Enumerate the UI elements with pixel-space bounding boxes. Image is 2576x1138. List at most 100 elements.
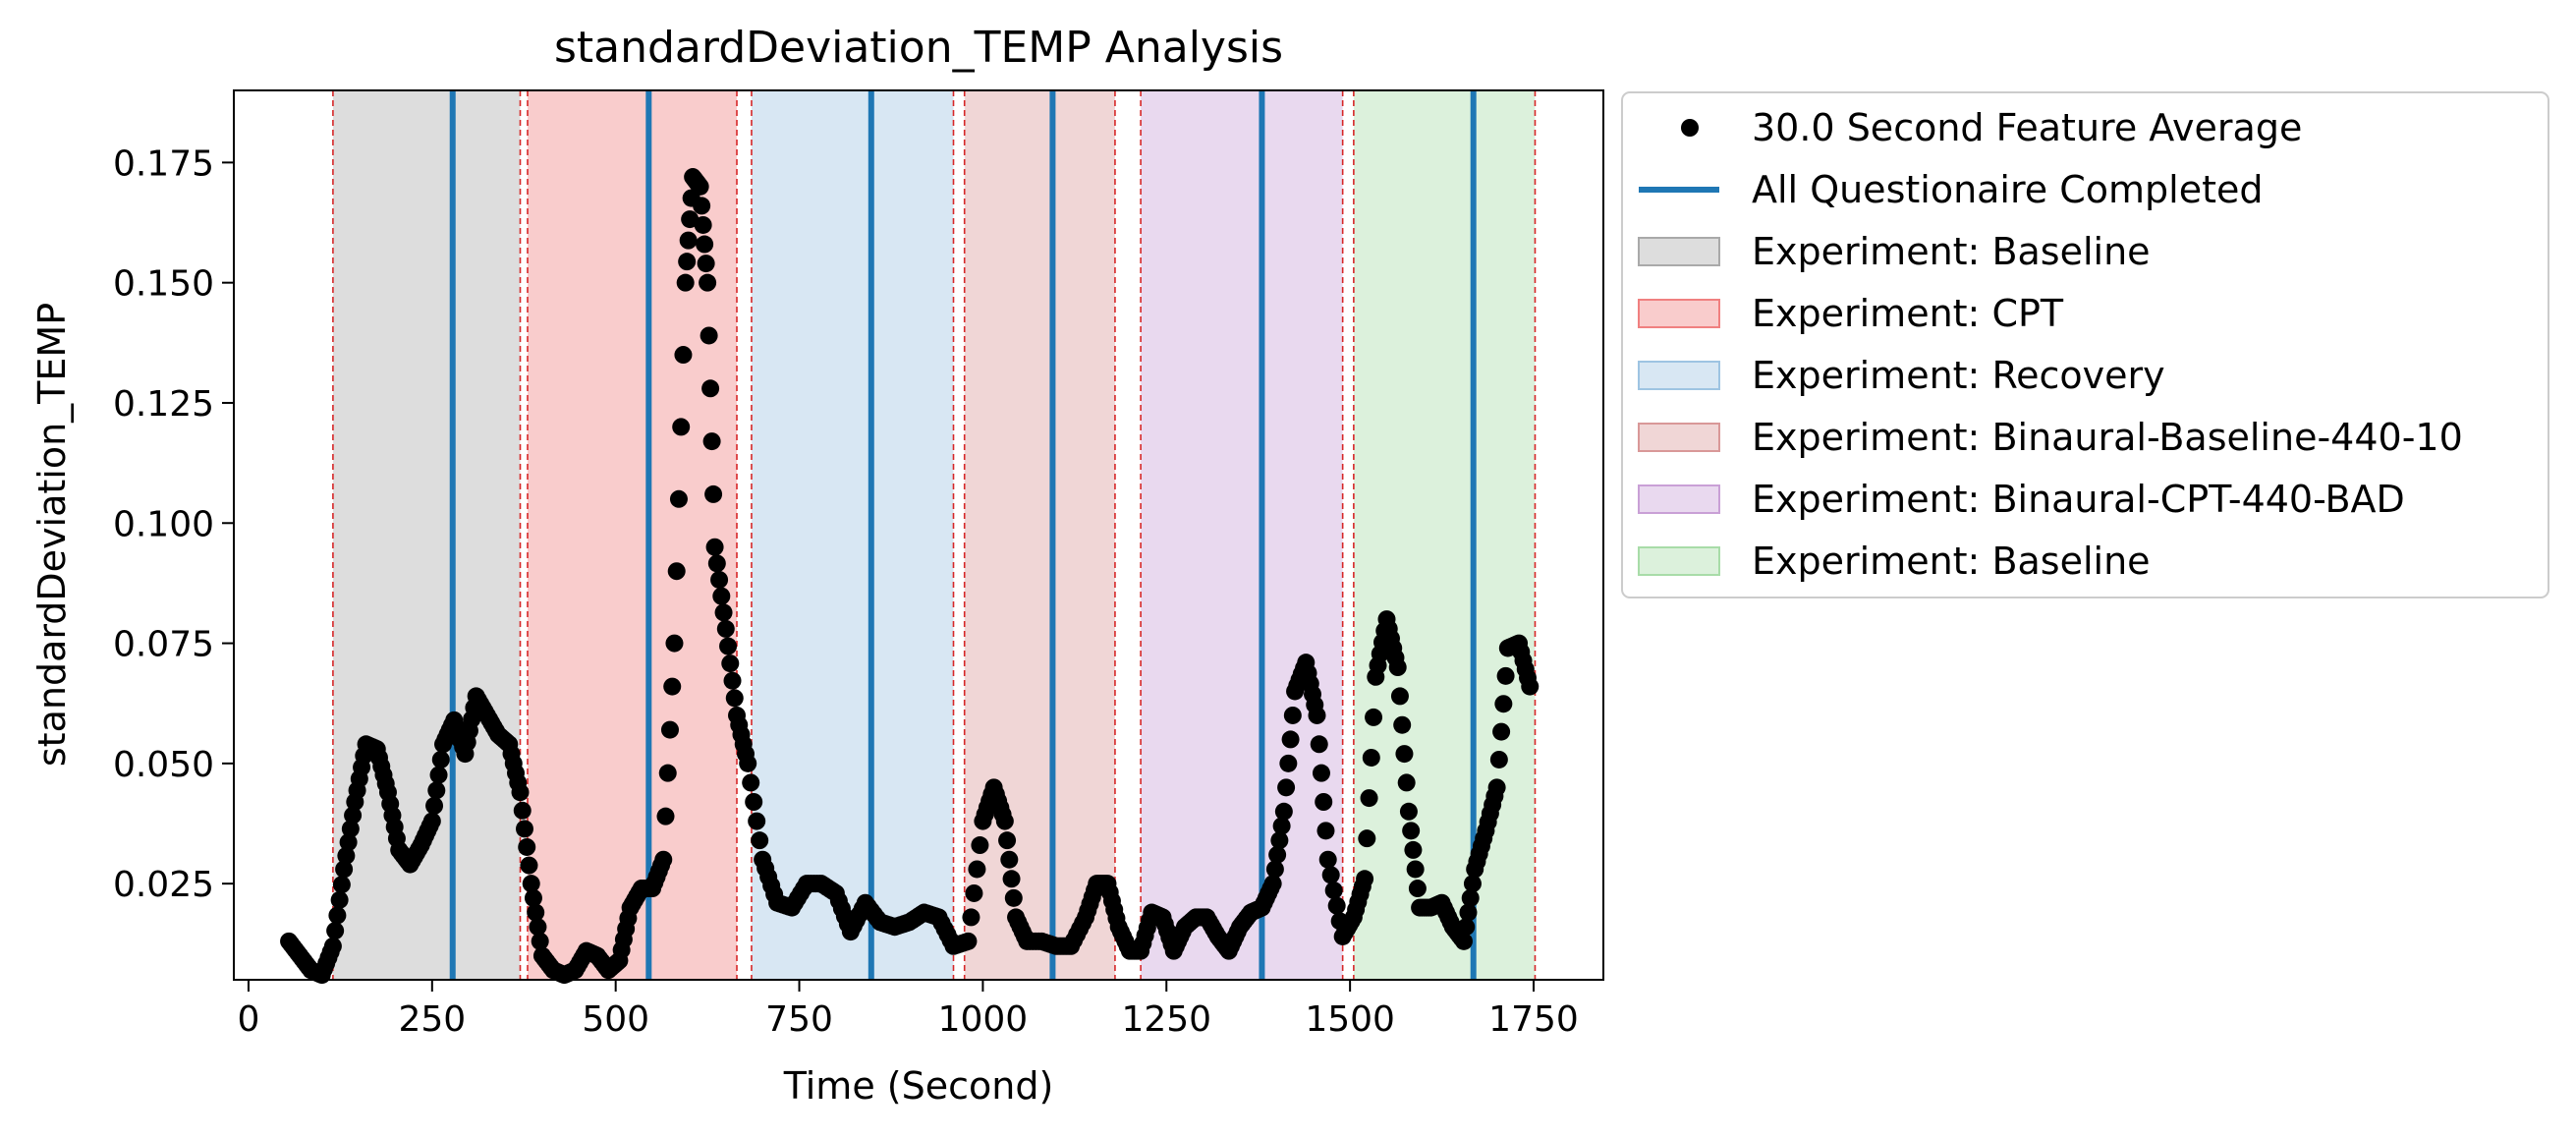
y-tick-label: 0.125 [113, 384, 214, 425]
data-point [669, 489, 688, 508]
x-tick-label: 250 [398, 999, 466, 1040]
x-axis-ticks: 0 250 500 750 1000 1250 1500 1750 [237, 980, 1579, 1040]
data-point [522, 875, 540, 893]
data-point [431, 750, 450, 768]
plot-frame [233, 89, 1604, 981]
legend-frame [1621, 91, 2549, 598]
x-tick-label: 1500 [1305, 999, 1395, 1040]
y-axis-ticks: 0.025 0.050 0.075 0.100 0.125 0.150 0.175 [113, 143, 234, 905]
data-point [696, 235, 714, 254]
data-point [710, 570, 729, 589]
data-point [1489, 750, 1508, 768]
data-point [326, 922, 345, 940]
legend-entry-label: All Questionaire Completed [1752, 168, 2264, 211]
data-point [742, 773, 760, 792]
data-point [1393, 715, 1412, 734]
data-point [700, 326, 718, 345]
data-point [714, 603, 733, 622]
data-point [529, 918, 547, 937]
data-point [1310, 735, 1328, 754]
data-point [1406, 860, 1425, 879]
legend-entry-label: Experiment: Binaural-CPT-440-BAD [1752, 478, 2405, 521]
legend-entry-label: Experiment: Recovery [1752, 354, 2165, 397]
data-point [520, 856, 538, 875]
data-point [654, 850, 673, 869]
data-point [1492, 722, 1511, 741]
data-point [719, 637, 738, 655]
data-point [527, 903, 545, 922]
y-tick-label: 0.075 [113, 625, 214, 665]
data-point [1308, 706, 1326, 724]
legend-entry-label: Experiment: Baseline [1752, 230, 2151, 273]
data-point [1360, 789, 1378, 808]
data-point [1281, 730, 1300, 749]
data-point [672, 418, 691, 436]
data-point [723, 671, 742, 690]
data-point [323, 937, 342, 955]
data-point [1315, 793, 1333, 811]
data-point [665, 634, 684, 653]
data-point [1457, 918, 1476, 937]
data-point [1454, 932, 1473, 950]
data-point [1356, 870, 1374, 888]
data-point [751, 831, 769, 850]
data-point [332, 876, 351, 894]
legend: 30.0 Second Feature Average All Questiona… [1621, 91, 2549, 598]
x-tick-label: 1000 [938, 999, 1029, 1040]
data-point [721, 654, 740, 673]
data-point [1004, 888, 1023, 907]
data-point [962, 908, 980, 927]
data-point [660, 720, 679, 739]
data-point [425, 796, 444, 815]
data-point [704, 484, 723, 503]
legend-patch-icon [1638, 546, 1720, 576]
data-point [1283, 706, 1302, 724]
y-tick-label: 0.050 [113, 745, 214, 785]
data-point [1324, 882, 1343, 900]
data-point [1000, 850, 1019, 869]
legend-marker-icon [1681, 119, 1699, 137]
data-point [716, 619, 735, 638]
data-point [1316, 822, 1335, 840]
data-point [1002, 870, 1021, 888]
x-tick-label: 0 [237, 999, 259, 1040]
data-point [679, 231, 698, 250]
data-point [1362, 748, 1380, 767]
data-point [1459, 903, 1478, 922]
data-point [511, 783, 530, 802]
data-point [968, 860, 986, 879]
data-point [745, 793, 763, 811]
data-point [705, 538, 724, 556]
data-point [1399, 802, 1418, 821]
data-point [1327, 896, 1346, 915]
y-tick-label: 0.150 [113, 264, 214, 305]
legend-entry-label: Experiment: CPT [1752, 292, 2064, 335]
data-point [1390, 687, 1409, 706]
data-point [524, 888, 542, 907]
data-point [513, 801, 532, 820]
data-point [341, 820, 360, 838]
experiment-span [1353, 90, 1536, 980]
data-point [995, 812, 1014, 830]
data-point [1402, 822, 1421, 840]
x-tick-label: 750 [765, 999, 833, 1040]
x-tick-label: 1750 [1488, 999, 1579, 1040]
data-point [697, 255, 715, 273]
chart-title: standardDeviation_TEMP Analysis [554, 23, 1283, 73]
data-point [699, 273, 717, 292]
y-tick-label: 0.025 [113, 865, 214, 905]
data-point [422, 812, 441, 830]
legend-patch-icon [1638, 237, 1720, 266]
x-tick-label: 1250 [1121, 999, 1211, 1040]
legend-entry-label: Experiment: Baseline [1752, 540, 2151, 583]
data-point [344, 806, 363, 825]
data-point [1388, 658, 1407, 677]
data-point [1408, 880, 1427, 898]
y-tick-label: 0.175 [113, 143, 214, 184]
data-point [335, 860, 354, 879]
data-point [429, 766, 448, 784]
data-point [694, 215, 712, 234]
data-point [1521, 677, 1540, 696]
data-point [1365, 708, 1383, 726]
